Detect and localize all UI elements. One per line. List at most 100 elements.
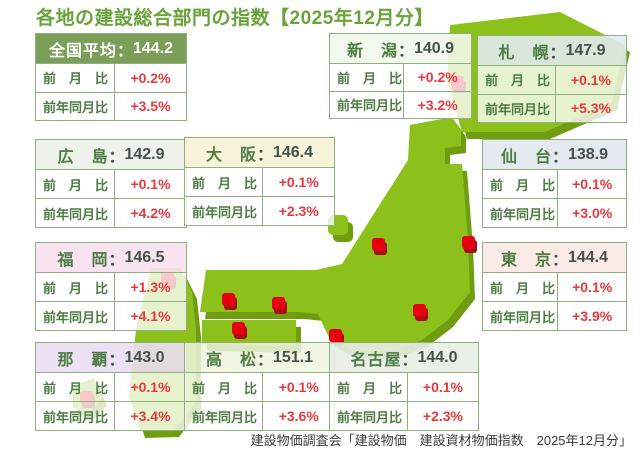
yoy-label: 前年同月比 xyxy=(43,99,109,115)
yoy-label: 前年同月比 xyxy=(43,206,109,222)
index-card-niigata: 新 潟： 140.9 前 月 比 +0.2% 前年同月比 +3.2% xyxy=(329,33,472,119)
card-header: 福 岡： 146.5 xyxy=(36,243,186,273)
source-caption: 建設物価調査会「建設物価 建設資材物価指数 2025年12月分」 xyxy=(250,433,632,448)
city-name: 福 岡 xyxy=(57,251,109,269)
yoy-label: 前年同月比 xyxy=(490,309,556,325)
yoy-row: 前年同月比 +3.0% xyxy=(483,198,626,227)
index-card-sendai: 仙 台： 138.9 前 月 比 +0.1% 前年同月比 +3.0% xyxy=(482,139,627,228)
yoy-row: 前年同月比 +3.5% xyxy=(36,91,186,120)
city-name: 大 阪 xyxy=(205,146,257,164)
index-value: 151.1 xyxy=(272,348,314,366)
card-header: 那 覇： 143.0 xyxy=(36,343,186,373)
index-card-naha: 那 覇： 143.0 前 月 比 +0.1% 前年同月比 +3.4% xyxy=(35,342,187,431)
mom-label: 前 月 比 xyxy=(490,280,556,296)
index-value: 144.4 xyxy=(567,248,609,266)
card-header: 広 島： 142.9 xyxy=(36,140,186,170)
mom-row: 前 月 比 +0.1% xyxy=(36,373,186,401)
city-name: 札 幌 xyxy=(498,44,550,62)
city-marker-sendai xyxy=(462,236,475,249)
card-header: 新 潟： 140.9 xyxy=(330,34,471,64)
yoy-row: 前年同月比 +3.6% xyxy=(185,401,334,430)
yoy-value: +3.0% xyxy=(557,199,626,227)
mom-value: +0.1% xyxy=(262,373,334,401)
yoy-row: 前年同月比 +3.2% xyxy=(330,90,471,118)
mom-value: +1.3% xyxy=(114,273,186,301)
map-honshu xyxy=(200,117,470,351)
yoy-value: +4.1% xyxy=(114,302,186,330)
index-value: 146.5 xyxy=(124,248,165,266)
yoy-row: 前年同月比 +2.3% xyxy=(185,196,334,225)
index-card-takamatsu: 高 松： 151.1 前 月 比 +0.1% 前年同月比 +3.6% xyxy=(184,342,335,431)
mom-row: 前 月 比 +0.1% xyxy=(483,273,626,301)
card-header: 高 松： 151.1 xyxy=(185,343,334,373)
mom-label: 前 月 比 xyxy=(43,280,109,296)
mom-value: +0.1% xyxy=(406,373,478,401)
card-header: 大 阪： 146.4 xyxy=(185,138,334,168)
mom-value: +0.1% xyxy=(554,66,626,94)
city-name: 東 京 xyxy=(500,251,552,269)
mom-label: 前 月 比 xyxy=(43,177,109,193)
city-marker-hiroshima xyxy=(222,293,235,306)
mom-value: +0.2% xyxy=(114,64,186,92)
index-value: 147.9 xyxy=(565,41,606,59)
yoy-label: 前年同月比 xyxy=(490,206,556,222)
yoy-value: +2.3% xyxy=(406,402,478,430)
card-header: 札 幌： 147.9 xyxy=(478,36,626,66)
city-name: 仙 台 xyxy=(500,148,552,166)
index-value: 144.0 xyxy=(417,348,458,366)
index-card-tokyo: 東 京： 144.4 前 月 比 +0.1% 前年同月比 +3.9% xyxy=(482,242,627,331)
yoy-label: 前年同月比 xyxy=(192,204,258,220)
yoy-value: +5.3% xyxy=(554,94,626,122)
city-marker-niigata xyxy=(372,238,385,251)
mom-row: 前 月 比 +0.2% xyxy=(36,64,186,92)
yoy-row: 前年同月比 +4.1% xyxy=(36,301,186,330)
mom-value: +0.1% xyxy=(262,168,334,196)
yoy-row: 前年同月比 +3.4% xyxy=(36,401,186,430)
index-value: 143.0 xyxy=(124,348,165,366)
map-shikoku xyxy=(202,320,296,346)
mom-label: 前 月 比 xyxy=(43,71,109,87)
yoy-label: 前年同月比 xyxy=(485,101,551,117)
mom-value: +0.1% xyxy=(557,170,626,198)
index-card-osaka: 大 阪： 146.4 前 月 比 +0.1% 前年同月比 +2.3% xyxy=(184,137,335,226)
yoy-value: +3.9% xyxy=(557,302,626,330)
index-card-national-average: 全国平均： 144.2 前 月 比 +0.2% 前年同月比 +3.5% xyxy=(35,33,187,121)
card-header: 仙 台： 138.9 xyxy=(483,140,626,170)
yoy-row: 前年同月比 +3.9% xyxy=(483,301,626,330)
mom-label: 前 月 比 xyxy=(337,70,403,86)
mom-row: 前 月 比 +0.2% xyxy=(330,64,471,91)
yoy-value: +2.3% xyxy=(262,197,334,225)
mom-label: 前 月 比 xyxy=(337,380,403,396)
yoy-label: 前年同月比 xyxy=(337,98,403,114)
yoy-value: +3.6% xyxy=(262,402,334,430)
mom-row: 前 月 比 +0.1% xyxy=(478,66,626,94)
mom-label: 前 月 比 xyxy=(192,380,258,396)
mom-row: 前 月 比 +0.1% xyxy=(330,373,478,401)
page-title: 各地の建設総合部門の指数【2025年12月分】 xyxy=(36,8,434,29)
mom-row: 前 月 比 +0.1% xyxy=(36,170,186,198)
city-marker-osaka xyxy=(272,297,285,310)
city-name: 名古屋 xyxy=(350,351,402,369)
index-card-sapporo: 札 幌： 147.9 前 月 比 +0.1% 前年同月比 +5.3% xyxy=(477,35,627,123)
city-name: 広 島 xyxy=(57,148,109,166)
yoy-row: 前年同月比 +2.3% xyxy=(330,401,478,430)
yoy-value: +3.4% xyxy=(114,402,186,430)
mom-row: 前 月 比 +0.1% xyxy=(483,170,626,198)
mom-row: 前 月 比 +0.1% xyxy=(185,168,334,196)
mom-label: 前 月 比 xyxy=(490,177,556,193)
card-header: 東 京： 144.4 xyxy=(483,243,626,273)
card-header: 名古屋： 144.0 xyxy=(330,343,478,373)
mom-label: 前 月 比 xyxy=(192,175,258,191)
yoy-row: 前年同月比 +4.2% xyxy=(36,198,186,227)
city-name: 新 潟 xyxy=(346,42,398,60)
yoy-label: 前年同月比 xyxy=(337,409,403,425)
city-name: 高 松 xyxy=(205,351,257,369)
mom-label: 前 月 比 xyxy=(43,380,109,396)
yoy-value: +4.2% xyxy=(114,199,186,227)
index-value: 146.4 xyxy=(272,143,314,161)
index-value: 142.9 xyxy=(124,145,165,163)
index-value: 144.2 xyxy=(132,39,174,57)
city-marker-tokyo xyxy=(413,304,426,317)
mom-value: +0.2% xyxy=(403,64,471,91)
